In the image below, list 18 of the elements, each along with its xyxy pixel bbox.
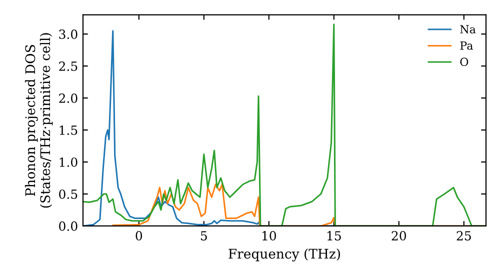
y-tick-label: 2.0: [59, 93, 78, 103]
y-tick-label: 2.5: [59, 61, 78, 71]
legend-label: Pa: [460, 41, 473, 50]
y-tick-label: 3.0: [59, 30, 78, 39]
y-axis-title: Phonon projected DOS (States/THz·primitive cell): [24, 33, 53, 208]
y-tick-label: 0.0: [59, 221, 78, 231]
x-tick-label: 15: [327, 231, 341, 240]
x-tick-label: 5: [200, 231, 207, 240]
y-tick-label: 1.5: [60, 125, 78, 135]
y-tick-label: 0.5: [59, 189, 78, 199]
legend-label: Na: [460, 25, 476, 34]
legend-label: O: [460, 58, 468, 66]
x-axis-title: Frequency (THz): [228, 248, 340, 262]
x-tick-label: 0: [136, 231, 142, 240]
x-tick-label: 20: [392, 231, 406, 240]
y-tick-label: 1.0: [60, 157, 78, 167]
x-tick-label: 25: [456, 231, 471, 240]
x-tick-label: 10: [262, 231, 276, 240]
